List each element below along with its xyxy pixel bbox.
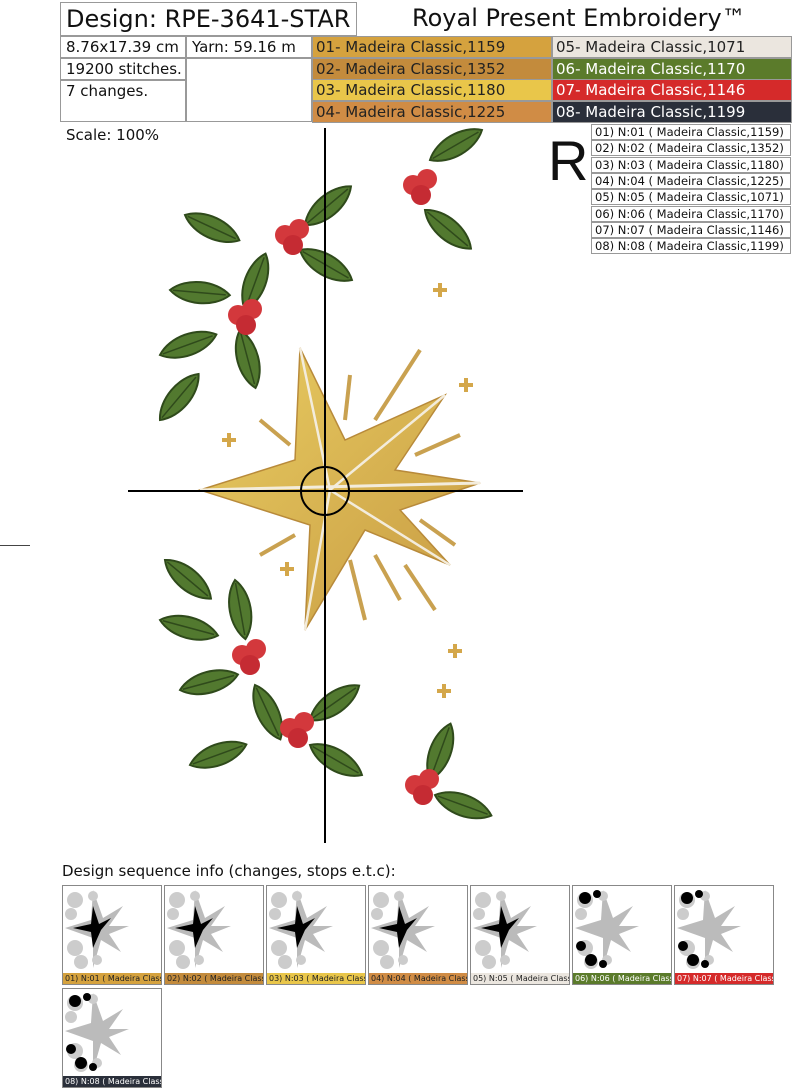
- thumbnail-art: [269, 890, 333, 969]
- thread-entry: 08) N:08 ( Madeira Classic,1199): [591, 238, 791, 255]
- thumbnail-art: [65, 890, 129, 969]
- color-swatch: 05- Madeira Classic,1071: [552, 36, 792, 58]
- design-preview: [128, 119, 523, 843]
- size: 8.76x17.39 cm: [60, 36, 186, 58]
- scale: Scale: 100%: [66, 126, 160, 144]
- color-swatch: 07- Madeira Classic,1146: [552, 79, 792, 101]
- brand: Royal Present Embroidery™: [412, 4, 746, 32]
- stitches: 19200 stitches.: [60, 58, 186, 80]
- thumbnail-caption: 04) N:04 ( Madeira Classic: [369, 973, 467, 984]
- changes: 7 changes.: [60, 80, 186, 122]
- sequence-thumbnail: 03) N:03 ( Madeira Classic: [266, 885, 366, 985]
- sparkles: [222, 283, 473, 698]
- thread-entry: 07) N:07 ( Madeira Classic,1146): [591, 221, 791, 238]
- margin-mark: [0, 545, 30, 546]
- crosshair: [128, 128, 523, 843]
- thumbnail-caption: 02) N:02 ( Madeira Classic: [165, 973, 263, 984]
- color-swatch: 06- Madeira Classic,1170: [552, 57, 792, 80]
- color-swatch: 03- Madeira Classic,1180: [312, 79, 552, 101]
- thumbnail-art: [65, 993, 129, 1072]
- sequence-thumbnail: 06) N:06 ( Madeira Classic: [572, 885, 672, 985]
- thumbnail-art: [575, 890, 639, 969]
- yarn: Yarn: 59.16 m: [186, 36, 312, 58]
- thumbnail-caption: 03) N:03 ( Madeira Classic: [267, 973, 365, 984]
- thumbnail-art: [473, 890, 537, 969]
- thread-entry: 03) N:03 ( Madeira Classic,1180): [591, 156, 791, 173]
- sequence-thumbnail: 05) N:05 ( Madeira Classic: [470, 885, 570, 985]
- color-swatch: 02- Madeira Classic,1352: [312, 57, 552, 80]
- thread-entry: 02) N:02 ( Madeira Classic,1352): [591, 140, 791, 157]
- thread-entry: 05) N:05 ( Madeira Classic,1071): [591, 189, 791, 206]
- color-swatch: 01- Madeira Classic,1159: [312, 36, 552, 58]
- sequence-thumbnail: 02) N:02 ( Madeira Classic: [164, 885, 264, 985]
- color-swatch: 08- Madeira Classic,1199: [552, 100, 792, 123]
- thumbnail-art: [371, 890, 435, 969]
- mirror-mark: R: [548, 129, 589, 192]
- sequence-thumbnail: 04) N:04 ( Madeira Classic: [368, 885, 468, 985]
- thumbnail-caption: 06) N:06 ( Madeira Classic: [573, 973, 671, 984]
- color-swatch: 04- Madeira Classic,1225: [312, 100, 552, 123]
- sequence-thumbnail: 01) N:01 ( Madeira Classic: [62, 885, 162, 985]
- thumbnail-art: [167, 890, 231, 969]
- thread-entry: 04) N:04 ( Madeira Classic,1225): [591, 172, 791, 189]
- thread-entry: 01) N:01 ( Madeira Classic,1159): [591, 124, 791, 140]
- sequence-title: Design sequence info (changes, stops e.t…: [62, 862, 396, 880]
- thumbnail-caption: 01) N:01 ( Madeira Classic: [63, 973, 161, 984]
- thumbnail-caption: 08) N:08 ( Madeira Classic: [63, 1076, 161, 1087]
- thumbnail-caption: 05) N:05 ( Madeira Classic: [471, 973, 569, 984]
- sequence-thumbnail: 07) N:07 ( Madeira Classic: [674, 885, 774, 985]
- thumbnail-caption: 07) N:07 ( Madeira Classic: [675, 973, 773, 984]
- blank-cell: [186, 58, 312, 122]
- thumbnail-art: [677, 890, 741, 969]
- design-name: Design: RPE-3641-STAR: [60, 2, 357, 36]
- thread-entry: 06) N:06 ( Madeira Classic,1170): [591, 205, 791, 222]
- sequence-thumbnail: 08) N:08 ( Madeira Classic: [62, 988, 162, 1088]
